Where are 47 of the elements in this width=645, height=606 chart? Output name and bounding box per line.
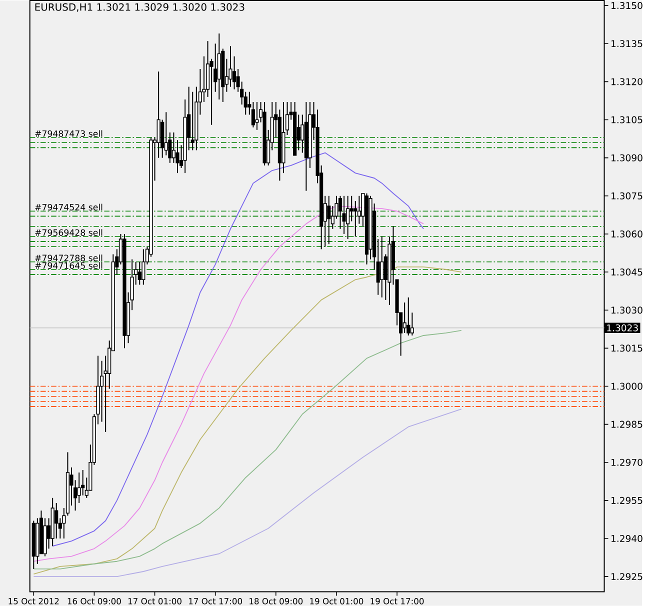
- y-tick-label: 1.3120: [612, 78, 642, 86]
- candlestick: [350, 195, 354, 222]
- x-tick-label: 18 Oct 09:00: [250, 598, 303, 604]
- y-tick-label: 1.3015: [612, 344, 642, 352]
- candlestick: [190, 91, 194, 151]
- ref-line-label: #79474524 sell: [35, 204, 102, 210]
- y-tick-label: 1.2970: [612, 458, 642, 466]
- y-tick-label: 1.3000: [612, 382, 642, 390]
- ref-line-label: #79569428 sell: [35, 228, 102, 236]
- x-tick-label: 19 Oct 17:00: [370, 598, 424, 604]
- chart-title: EURUSD,H1 1.3021 1.3029 1.3020 1.3023: [35, 3, 244, 12]
- candlestick: [54, 502, 58, 539]
- y-tick-label: 1.3045: [612, 268, 642, 276]
- candlestick: [142, 248, 146, 286]
- line-series: [33, 330, 462, 570]
- candlestick: [77, 472, 81, 504]
- y-tick-label: 1.3105: [612, 116, 642, 124]
- y-tick-label: 1.2940: [612, 534, 642, 542]
- candlestick: [402, 302, 406, 334]
- candlestick: [342, 195, 346, 234]
- candlestick: [354, 200, 358, 237]
- y-tick-label: 1.2925: [612, 572, 642, 580]
- y-tick-label: 1.3075: [612, 192, 642, 200]
- y-tick-label: 1.3060: [612, 230, 642, 238]
- x-tick-label: 15 Oct 2012: [8, 598, 59, 604]
- y-tick-label: 1.2985: [612, 420, 642, 428]
- candlestick: [406, 296, 410, 336]
- ref-line-label: #79472788 sell: [35, 254, 102, 262]
- candlestick: [346, 195, 350, 240]
- candlestick: [410, 312, 414, 336]
- y-tick-label: 1.3030: [612, 306, 642, 314]
- y-tick-label: 1.2955: [612, 496, 642, 504]
- candlestick: [380, 236, 384, 298]
- candlestick: [164, 111, 168, 156]
- y-tick-label: 1.3135: [612, 40, 642, 47]
- ref-line-label: 1.3023: [607, 324, 638, 332]
- x-tick-label: 16 Oct 09:00: [68, 598, 121, 604]
- candlestick: [255, 101, 259, 130]
- x-tick-label: 17 Oct 17:00: [189, 598, 242, 604]
- candlestick: [327, 195, 331, 244]
- y-tick-label: 1.3090: [612, 154, 642, 162]
- ref-line-label: #79471645 sell: [35, 262, 102, 269]
- x-tick-label: 17 Oct 01:00: [128, 598, 182, 604]
- y-tick-label: 1.3150: [612, 2, 642, 9]
- candlestick: [138, 261, 142, 286]
- ref-line-label: #79487473 sell: [35, 130, 102, 137]
- x-tick-label: 19 Oct 01:00: [310, 598, 364, 604]
